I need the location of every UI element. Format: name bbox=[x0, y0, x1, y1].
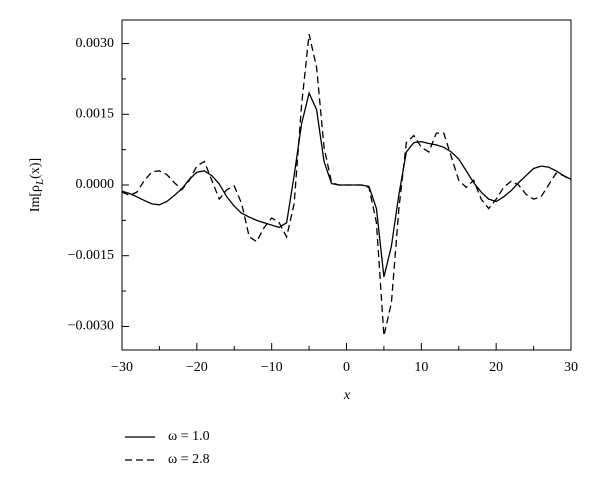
y-tick-label: 0.0015 bbox=[76, 107, 115, 122]
x-tick-label: −30 bbox=[111, 360, 133, 375]
legend-label: ω = 2.8 bbox=[168, 452, 210, 467]
y-label-sub: L bbox=[34, 179, 46, 186]
y-tick-label: 0.0030 bbox=[76, 36, 115, 51]
y-tick-label: 0.0000 bbox=[76, 177, 115, 192]
x-axis-label: x bbox=[343, 388, 351, 403]
x-tick-label: −10 bbox=[261, 360, 283, 375]
y-label-part: Im[ρ bbox=[28, 185, 43, 212]
x-tick-label: 10 bbox=[414, 360, 428, 375]
legend-label: ω = 1.0 bbox=[168, 429, 210, 444]
y-tick-label: −0.0030 bbox=[68, 319, 114, 334]
y-axis-label: Im[ρL(x)] bbox=[28, 158, 45, 212]
y-tick-label: −0.0015 bbox=[68, 248, 114, 263]
x-tick-label: −20 bbox=[186, 360, 208, 375]
x-tick-label: 20 bbox=[489, 360, 503, 375]
data-line bbox=[121, 33, 572, 337]
y-label-part: (x)] bbox=[28, 158, 43, 179]
x-tick-label: 0 bbox=[343, 360, 350, 375]
x-tick-label: 30 bbox=[564, 360, 578, 375]
